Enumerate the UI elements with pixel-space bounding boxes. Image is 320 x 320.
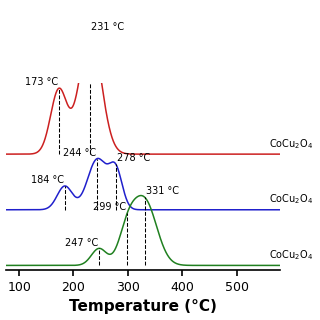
Text: 247 °C: 247 °C [65,237,98,247]
Text: 331 °C: 331 °C [146,186,179,196]
X-axis label: Temperature (°C): Temperature (°C) [69,300,217,315]
Text: CoCu$_2$O$_4$: CoCu$_2$O$_4$ [269,193,313,206]
Text: 173 °C: 173 °C [25,77,58,87]
Text: 244 °C: 244 °C [63,148,96,158]
Text: 278 °C: 278 °C [117,153,150,163]
Text: 184 °C: 184 °C [31,175,64,185]
Text: 231 °C: 231 °C [92,22,124,32]
Text: CoCu$_2$O$_4$: CoCu$_2$O$_4$ [269,137,313,151]
Text: CoCu$_2$O$_4$: CoCu$_2$O$_4$ [269,248,313,262]
Text: 299 °C: 299 °C [93,202,126,212]
